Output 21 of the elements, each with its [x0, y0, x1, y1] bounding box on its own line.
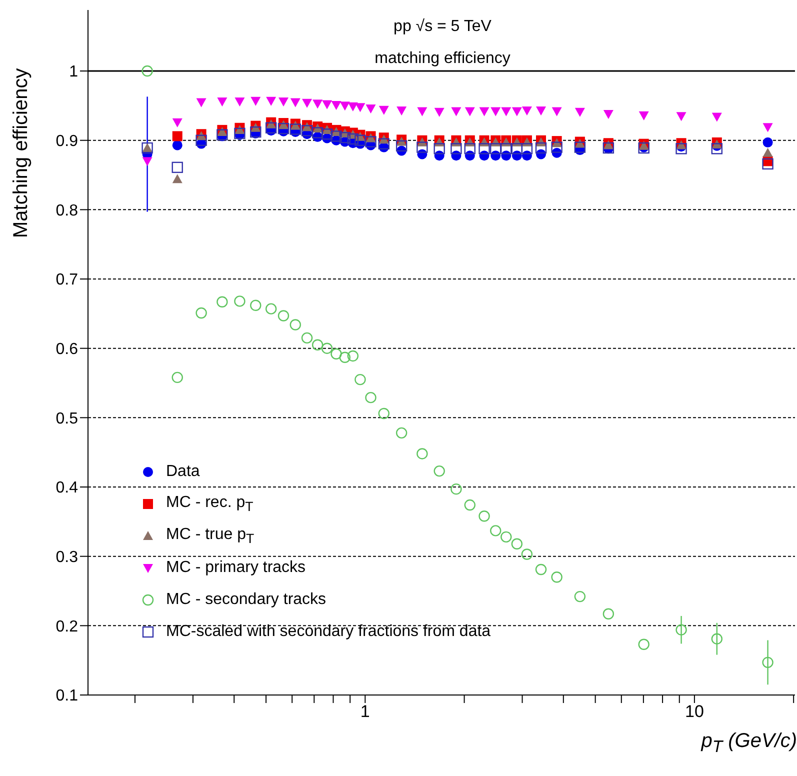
legend-label: MC - secondary tracks	[166, 591, 326, 609]
y-tick-label: 0.1	[56, 688, 78, 705]
legend-label: MC - rec. p$_{T}$	[166, 494, 254, 514]
legend-label: MC - true p$_{T}$	[166, 526, 254, 546]
legend-label: MC - primary tracks	[166, 559, 306, 577]
text: matching efficiency	[374, 50, 512, 68]
y-tick-label: 0.9	[56, 133, 78, 150]
x-tick-label: 10	[684, 702, 704, 722]
y-tick-label: 0.2	[56, 618, 78, 636]
y-tick-label: 0.8	[56, 202, 78, 220]
x-axis-title: p$_{T}$ (GeV/c)	[701, 730, 797, 756]
text: pp √s = 5 TeV	[392, 18, 492, 36]
legend-label: MC-scaled with secondary fractions from data	[166, 623, 491, 641]
y-tick-label: 0.6	[56, 341, 78, 358]
y-tick-label: 0.3	[56, 549, 78, 566]
legend-label: Data	[166, 463, 200, 481]
y-tick-label: 0.4	[56, 480, 78, 497]
y-tick-label: 0.7	[56, 272, 78, 289]
y-axis-title: Matching efficiency	[10, 68, 33, 238]
y-tick-label: 0.5	[56, 410, 78, 428]
y-tick-label: 1	[69, 64, 78, 81]
